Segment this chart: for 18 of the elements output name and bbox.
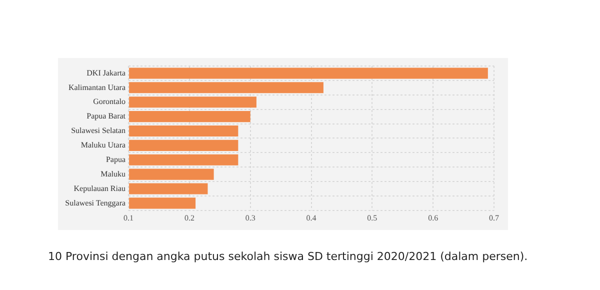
y-tick-label: Papua [106, 154, 126, 164]
y-tick-label: Sulawesi Tenggara [65, 198, 126, 208]
x-tick-label: 0.1 [124, 213, 134, 222]
y-tick-label: Gorontalo [93, 97, 126, 106]
y-tick-label: Maluku [100, 169, 126, 178]
x-tick-label: 0.5 [367, 213, 378, 222]
x-tick-label: 0.7 [489, 213, 499, 222]
x-tick-label: 0.2 [184, 213, 194, 222]
y-tick-label: DKI Jakarta [86, 68, 126, 78]
y-tick-label: Kalimantan Utara [68, 82, 126, 92]
x-tick-label: 0.4 [306, 213, 316, 222]
x-tick-label: 0.6 [428, 213, 438, 222]
x-tick-label: 0.3 [245, 213, 256, 222]
y-tick-label: Papua Barat [86, 112, 126, 121]
y-tick-label: Kepulauan Riau [74, 184, 126, 193]
y-tick-label: Maluku Utara [80, 140, 126, 150]
text: 10 Provinsi dengan angka putus sekolah siswa SD tertinggi 2020/2021 (dalam persen). [48, 250, 528, 263]
y-tick-label: Sulawesi Selatan [71, 126, 126, 136]
